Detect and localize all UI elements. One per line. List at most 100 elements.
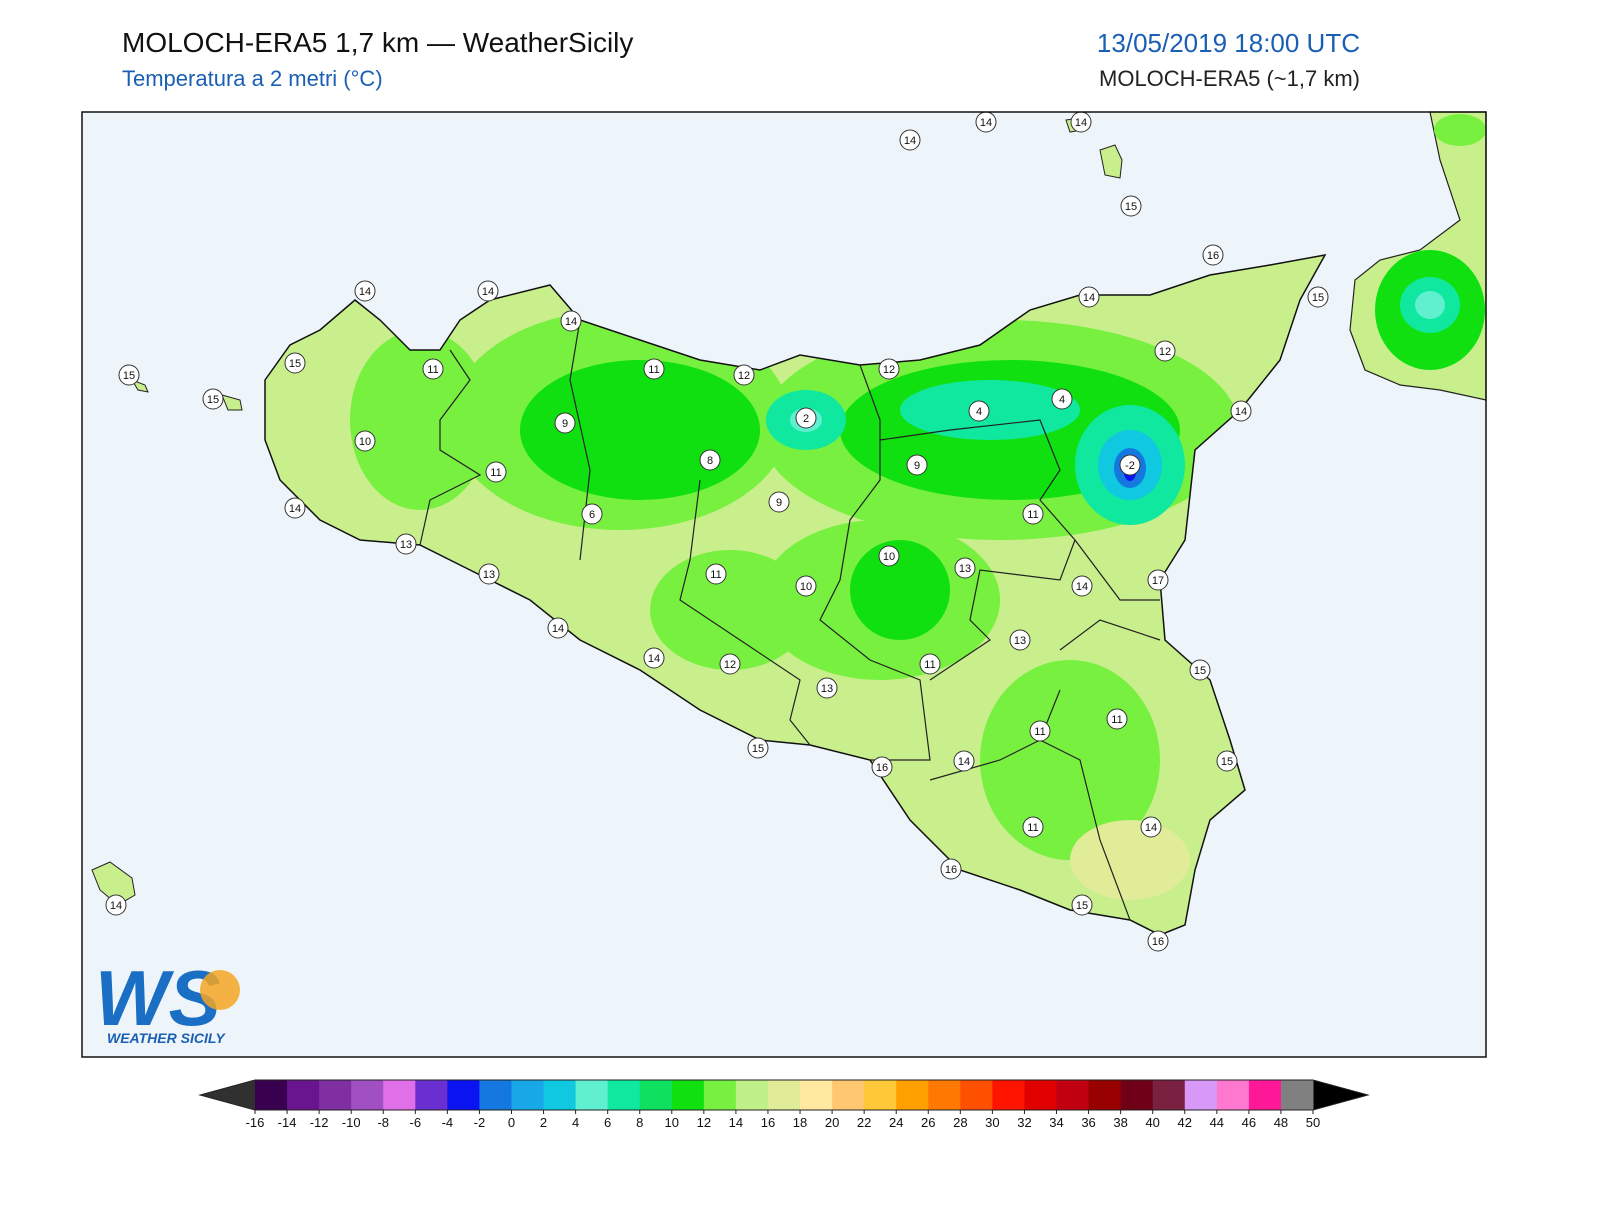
colorbar-bin — [992, 1080, 1025, 1110]
station-value: 4 — [976, 406, 982, 418]
subtitle: Temperatura a 2 metri (°C) — [122, 66, 383, 91]
colorbar-tick-label: 44 — [1210, 1115, 1224, 1130]
station-marker — [284, 352, 306, 374]
colorbar-bin — [960, 1080, 993, 1110]
colorbar-under — [200, 1080, 255, 1110]
colorbar-tick-label: 32 — [1017, 1115, 1031, 1130]
station-value: 10 — [800, 581, 812, 593]
station-marker — [795, 575, 817, 597]
station-marker — [1009, 629, 1031, 651]
station-marker — [954, 557, 976, 579]
colorbar-bin — [575, 1080, 609, 1110]
colorbar-bin — [928, 1080, 961, 1110]
station-marker — [768, 491, 790, 513]
colorbar-bin — [896, 1080, 929, 1110]
station-value: 16 — [876, 762, 888, 774]
colorbar-tick-label: 2 — [540, 1115, 547, 1130]
colorbar-bin — [639, 1080, 673, 1110]
colorbar-bin — [1120, 1080, 1154, 1110]
colorbar-tick-label: 0 — [508, 1115, 515, 1130]
station-marker — [1154, 340, 1176, 362]
colorbar-bin — [800, 1080, 833, 1110]
station-marker — [354, 280, 376, 302]
calabria — [1349, 111, 1487, 401]
colorbar-tick-label: 8 — [636, 1115, 643, 1130]
station-value: 13 — [1014, 635, 1026, 647]
colorbar-bin — [607, 1080, 641, 1110]
station-marker — [1022, 503, 1044, 525]
station-marker — [816, 677, 838, 699]
station-value: 11 — [1027, 822, 1038, 834]
station-value: 13 — [483, 569, 495, 581]
station-marker — [1029, 720, 1051, 742]
model-label: MOLOCH-ERA5 (~1,7 km) — [1099, 66, 1360, 91]
colorbar-tick-label: 50 — [1306, 1115, 1320, 1130]
station-marker — [899, 129, 921, 151]
station-marker — [1106, 708, 1128, 730]
colorbar-tick-label: 42 — [1178, 1115, 1192, 1130]
station-marker — [478, 563, 500, 585]
colorbar-tick-label: 40 — [1145, 1115, 1159, 1130]
station-value: 14 — [565, 316, 577, 328]
station-value: 15 — [1125, 201, 1137, 213]
colorbar-bin — [1152, 1080, 1186, 1110]
colorbar-tick-label: 28 — [953, 1115, 967, 1130]
colorbar-bin — [1216, 1080, 1250, 1110]
station-value: 16 — [1152, 936, 1164, 948]
colorbar-bin — [1184, 1080, 1218, 1110]
station-value: 6 — [589, 509, 595, 521]
station-value: 11 — [1034, 726, 1045, 738]
station-value: 9 — [562, 418, 568, 430]
station-marker — [581, 503, 603, 525]
station-marker — [1051, 388, 1073, 410]
station-value: 10 — [883, 551, 895, 563]
station-marker — [1202, 244, 1224, 266]
colorbar-tick-label: 18 — [793, 1115, 807, 1130]
station-value: 14 — [980, 117, 992, 129]
station-value: 9 — [914, 460, 920, 472]
colorbar-tick-label: 14 — [729, 1115, 743, 1130]
station-value: 16 — [1207, 250, 1219, 262]
station-marker — [560, 310, 582, 332]
colorbar-tick-label: 26 — [921, 1115, 935, 1130]
colorbar-bin — [1088, 1080, 1122, 1110]
title: MOLOCH-ERA5 1,7 km — WeatherSicily — [122, 27, 633, 58]
colorbar-tick-label: 38 — [1113, 1115, 1127, 1130]
station-marker — [1230, 400, 1252, 422]
station-marker — [118, 364, 140, 386]
colorbar-tick-label: -6 — [410, 1115, 422, 1130]
station-marker — [477, 280, 499, 302]
station-marker — [906, 454, 928, 476]
logo-name: WEATHER SICILY — [107, 1030, 226, 1046]
station-marker — [1140, 816, 1162, 838]
station-value: 15 — [1194, 665, 1206, 677]
colorbar-bin — [1056, 1080, 1090, 1110]
colorbar-bin — [543, 1080, 577, 1110]
colorbar-bin — [735, 1080, 769, 1110]
colorbar-bin — [383, 1080, 416, 1110]
colorbar-bin — [415, 1080, 448, 1110]
colorbar-tick-label: 10 — [665, 1115, 679, 1130]
station-value: 14 — [1076, 581, 1088, 593]
station-value: 12 — [1159, 346, 1171, 358]
colorbar-tick-label: 16 — [761, 1115, 775, 1130]
station-marker — [1147, 930, 1169, 952]
station-value: 13 — [959, 563, 971, 575]
station-marker — [919, 653, 941, 675]
station-value: 14 — [904, 135, 916, 147]
station-marker — [705, 563, 727, 585]
station-value: 12 — [883, 364, 895, 376]
station-value: 15 — [1312, 292, 1324, 304]
station-value: 14 — [110, 900, 122, 912]
colorbar-bin — [511, 1080, 545, 1110]
datetime: 13/05/2019 18:00 UTC — [1097, 28, 1360, 58]
colorbar: -16 -14 -12 -10 -8 -6 -4 -2 0 2 4 6 8 10 12 14 16 18 20 22 2… — [198, 1079, 1370, 1130]
station-marker — [105, 894, 127, 916]
colorbar-bin — [832, 1080, 865, 1110]
station-marker — [643, 647, 665, 669]
station-marker — [953, 750, 975, 772]
station-marker — [1022, 816, 1044, 838]
logo: WS WEATHER SICILY — [95, 954, 240, 1046]
colorbar-bin — [447, 1080, 480, 1110]
